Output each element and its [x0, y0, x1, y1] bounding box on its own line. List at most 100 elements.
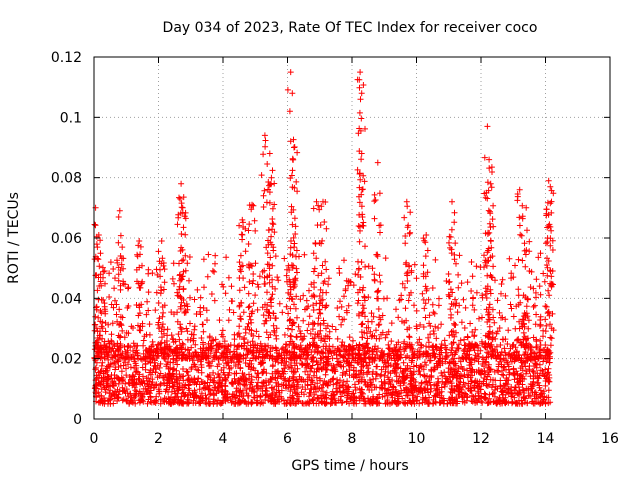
- data-point: [119, 244, 126, 251]
- data-point: [287, 69, 294, 76]
- data-point: [272, 253, 279, 260]
- data-point: [423, 397, 430, 404]
- data-point: [389, 384, 396, 391]
- data-point: [150, 365, 157, 372]
- data-point: [323, 394, 329, 401]
- data-point: [288, 172, 295, 179]
- data-point: [307, 389, 313, 396]
- data-point: [175, 331, 182, 338]
- data-point: [155, 386, 162, 393]
- data-point: [484, 249, 491, 256]
- data-point: [289, 90, 296, 97]
- data-point: [396, 353, 402, 360]
- data-point: [110, 266, 117, 272]
- data-point: [359, 334, 366, 341]
- data-point: [427, 331, 434, 338]
- data-point: [225, 317, 232, 324]
- data-point: [456, 341, 462, 348]
- data-point: [117, 232, 124, 239]
- data-point: [540, 333, 546, 340]
- data-point: [252, 355, 259, 362]
- data-point: [317, 310, 324, 317]
- data-point: [240, 336, 247, 343]
- data-point: [138, 392, 144, 399]
- data-point: [146, 369, 153, 376]
- data-point: [99, 359, 106, 366]
- data-point: [165, 365, 172, 372]
- data-point: [513, 399, 520, 406]
- data-point: [481, 252, 487, 259]
- data-point: [229, 298, 236, 305]
- data-point: [136, 238, 143, 244]
- data-point: [376, 222, 383, 229]
- data-point: [306, 400, 313, 407]
- data-point: [487, 208, 493, 215]
- data-point: [295, 344, 301, 350]
- data-point: [438, 321, 445, 328]
- data-point: [503, 375, 510, 382]
- data-point: [207, 390, 214, 397]
- data-point: [126, 399, 133, 406]
- data-point: [173, 344, 180, 351]
- data-point: [225, 346, 231, 352]
- data-point: [215, 371, 222, 378]
- data-point: [451, 351, 458, 358]
- data-point: [486, 311, 493, 318]
- data-point: [413, 307, 420, 314]
- data-point: [133, 266, 140, 273]
- data-point: [360, 395, 367, 402]
- data-point: [365, 318, 372, 325]
- data-point: [370, 376, 377, 383]
- data-point: [286, 317, 293, 324]
- data-point: [245, 320, 252, 327]
- data-point: [406, 354, 413, 361]
- data-point: [109, 354, 116, 361]
- data-point: [177, 303, 184, 310]
- data-point: [202, 392, 209, 399]
- data-point: [352, 372, 359, 379]
- data-point: [295, 397, 302, 404]
- data-point: [359, 287, 366, 294]
- data-point: [197, 294, 204, 301]
- data-point: [482, 194, 489, 201]
- data-point: [137, 243, 144, 250]
- data-point: [130, 340, 137, 347]
- data-point: [358, 90, 365, 97]
- data-point: [496, 325, 503, 331]
- data-point: [364, 347, 371, 354]
- data-point: [288, 238, 294, 244]
- x-tick-label: 16: [601, 431, 619, 447]
- data-point: [179, 352, 186, 358]
- data-point: [283, 399, 290, 406]
- data-point: [524, 295, 531, 302]
- data-point: [318, 270, 325, 277]
- data-point: [420, 324, 427, 330]
- data-point: [517, 299, 524, 306]
- data-point: [358, 376, 365, 383]
- data-point: [360, 305, 367, 312]
- data-point: [323, 225, 330, 232]
- data-point: [534, 379, 541, 386]
- data-point: [116, 376, 123, 383]
- data-point: [155, 319, 162, 326]
- data-point: [336, 270, 343, 276]
- data-point: [408, 289, 414, 296]
- data-point: [148, 399, 155, 406]
- data-point: [430, 350, 437, 357]
- data-point: [273, 315, 279, 322]
- data-point: [455, 365, 462, 371]
- data-point: [299, 384, 306, 390]
- data-point: [311, 265, 318, 272]
- data-point: [486, 156, 493, 163]
- data-point: [402, 233, 409, 239]
- data-point: [343, 368, 350, 375]
- data-point: [526, 248, 533, 255]
- data-point: [139, 394, 146, 401]
- data-point: [317, 222, 324, 228]
- data-point: [290, 383, 297, 390]
- data-point: [373, 327, 379, 334]
- data-point: [518, 400, 525, 407]
- data-point: [328, 350, 335, 357]
- data-point: [424, 350, 431, 357]
- data-point: [372, 354, 379, 361]
